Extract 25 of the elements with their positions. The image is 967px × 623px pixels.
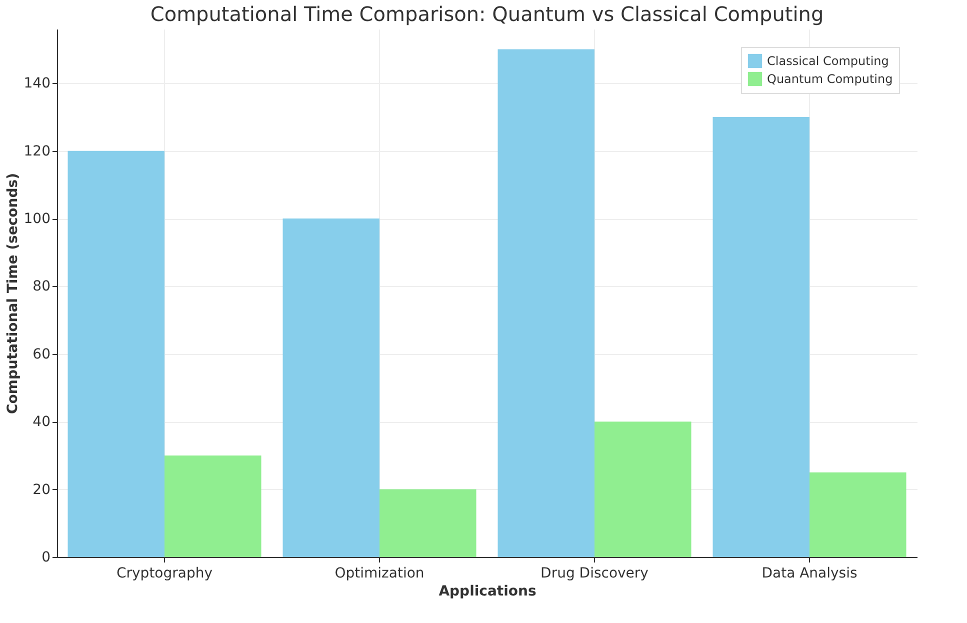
- x-tick-label: Data Analysis: [762, 566, 858, 582]
- bar: [282, 218, 380, 557]
- y-tick-label: 140: [24, 76, 50, 92]
- chart-title: Computational Time Comparison: Quantum vs Classical Computing: [150, 2, 824, 26]
- bar: [498, 49, 594, 557]
- y-tick-label: 0: [42, 550, 50, 566]
- x-tick-label: Optimization: [334, 566, 424, 582]
- bar: [380, 489, 476, 557]
- y-tick-label: 20: [32, 482, 50, 498]
- x-axis-title: Applications: [438, 584, 536, 600]
- legend-label: Classical Computing: [767, 54, 889, 68]
- bar: [68, 150, 164, 557]
- bar: [810, 472, 906, 557]
- legend-label: Quantum Computing: [767, 72, 893, 86]
- y-tick-label: 80: [32, 278, 50, 295]
- x-tick-label: Cryptography: [116, 566, 213, 582]
- y-tick-label: 120: [24, 143, 50, 160]
- bar: [594, 422, 692, 557]
- y-tick-label: 40: [32, 414, 50, 430]
- y-tick-label: 60: [32, 346, 50, 362]
- y-axis-title: Computational Time (seconds): [4, 173, 21, 414]
- bar: [164, 455, 262, 557]
- y-tick-label: 100: [24, 211, 50, 228]
- x-tick-label: Drug Discovery: [540, 566, 648, 582]
- bar: [712, 117, 810, 557]
